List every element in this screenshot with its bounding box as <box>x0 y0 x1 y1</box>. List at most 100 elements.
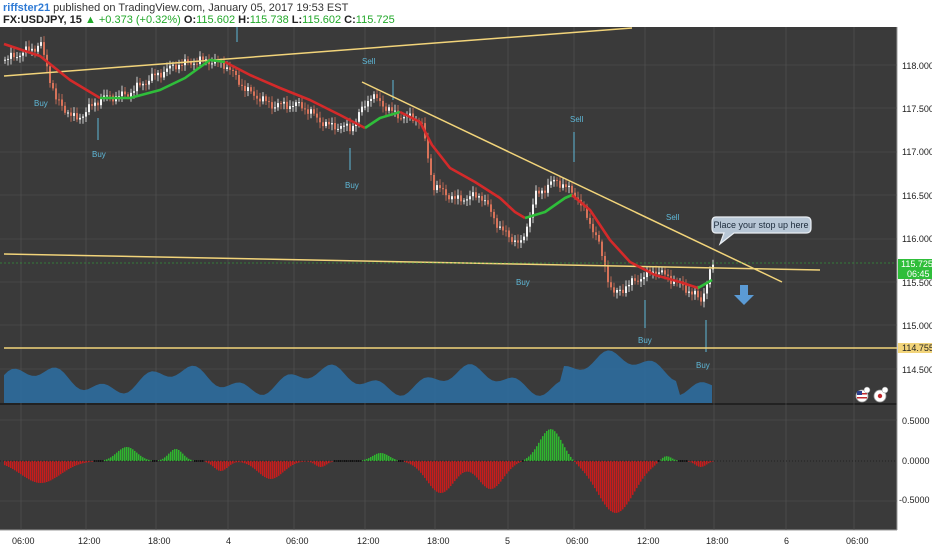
candle-body <box>7 58 9 60</box>
ma-segment <box>100 58 226 100</box>
candle-body <box>550 181 552 185</box>
osc-bar <box>662 457 664 461</box>
osc-bar <box>128 447 130 461</box>
candle-body <box>253 91 255 96</box>
osc-bar <box>324 461 326 466</box>
support-trendline[interactable] <box>3 253 821 271</box>
time-axis[interactable]: 06:00 12:00 18:00 4 06:00 12:00 18:00 5 … <box>12 536 869 546</box>
osc-bar <box>278 461 280 476</box>
candle-body <box>340 126 342 129</box>
candle-body <box>235 71 237 75</box>
osc-bar <box>122 448 124 461</box>
price-axis[interactable]: 118.000 117.500 117.000 116.500 116.000 … <box>898 61 932 375</box>
trading-chart[interactable]: Buy Buy Buy Sell Sell Sell Buy Buy Buy Place you… <box>0 27 932 550</box>
osc-bar <box>262 461 264 476</box>
osc-bar <box>296 461 298 464</box>
candle-body <box>160 72 162 78</box>
osc-bar <box>392 458 394 461</box>
osc-bar <box>528 456 530 461</box>
symbol-label: FX:USDJPY, 15 <box>3 14 82 26</box>
osc-bar <box>42 461 44 483</box>
osc-bar <box>500 461 502 482</box>
osc-bar <box>232 461 234 464</box>
candle-body <box>619 289 621 291</box>
osc-bar <box>672 458 674 461</box>
candle-body <box>37 45 39 52</box>
osc-bar <box>570 456 572 461</box>
osc-bar <box>502 461 504 479</box>
osc-bar <box>572 459 574 461</box>
candle-body <box>139 82 141 86</box>
osc-bar <box>286 461 288 470</box>
osc-bar <box>280 461 282 475</box>
volume-area <box>4 350 712 403</box>
osc-bar <box>554 431 556 461</box>
osc-bar <box>76 461 78 466</box>
candle-body <box>310 109 312 114</box>
ma-segment <box>399 110 526 220</box>
osc-bar <box>226 461 228 468</box>
osc-bar <box>326 461 328 465</box>
time-label: 18:00 <box>427 536 450 546</box>
osc-bar <box>92 461 94 462</box>
close-label: C: <box>344 14 356 26</box>
author-link[interactable]: riffster21 <box>3 2 51 14</box>
osc-bar <box>542 436 544 461</box>
candle-body <box>622 289 624 293</box>
candle-body <box>691 291 693 295</box>
candle-body <box>571 185 573 193</box>
osc-bar <box>676 460 678 461</box>
candle-body <box>316 113 318 118</box>
upper-trendline[interactable] <box>3 27 633 77</box>
osc-bar <box>700 461 702 467</box>
signal-label-sell: Sell <box>362 57 376 66</box>
candle-body <box>367 101 369 107</box>
candle-body <box>127 94 129 97</box>
osc-bar <box>524 459 526 461</box>
candle-body <box>616 290 618 293</box>
candle-body <box>283 101 285 104</box>
candle-body <box>271 102 273 109</box>
descending-trendline[interactable] <box>361 81 783 283</box>
osc-bar <box>550 429 552 461</box>
candle-body <box>274 107 276 109</box>
osc-bar <box>108 458 110 461</box>
candle-body <box>652 271 654 274</box>
current-price-badge <box>898 259 932 269</box>
candle-body <box>226 67 228 69</box>
osc-bar <box>316 461 318 466</box>
osc-bar <box>256 461 258 471</box>
flag-us-icon[interactable] <box>855 389 869 403</box>
osc-bar <box>670 457 672 461</box>
osc-bar <box>398 460 400 462</box>
candle-body <box>427 138 429 159</box>
price-pane[interactable] <box>0 27 897 403</box>
osc-bar <box>674 459 676 461</box>
osc-bar <box>698 461 700 467</box>
candle-body <box>553 179 555 182</box>
published-text: published on TradingView.com, January 05… <box>53 2 349 14</box>
candle-body <box>454 196 456 199</box>
candle-body <box>451 196 453 200</box>
oscillator-axis[interactable]: 0.5000 0.0000 -0.5000 <box>899 416 930 505</box>
pane-divider[interactable] <box>0 403 932 405</box>
candle-body <box>628 284 630 287</box>
osc-bar <box>358 460 360 462</box>
candle-body <box>388 107 390 111</box>
callout-text: Place your stop up here <box>713 220 808 230</box>
candle-body <box>148 80 150 85</box>
candle-body <box>181 65 183 66</box>
osc-bar <box>712 461 714 462</box>
candle-body <box>535 190 537 205</box>
osc-bar <box>518 461 520 463</box>
time-label: 06:00 <box>566 536 589 546</box>
osc-bar <box>568 454 570 461</box>
osc-bar <box>456 461 458 479</box>
osc-bar <box>6 461 8 466</box>
stop-callout[interactable]: Place your stop up here <box>711 216 812 246</box>
osc-bar <box>20 461 22 475</box>
candle-body <box>382 100 384 107</box>
flag-jp-icon[interactable] <box>873 389 887 403</box>
osc-bar <box>258 461 260 473</box>
down-arrow-icon[interactable] <box>734 285 754 305</box>
